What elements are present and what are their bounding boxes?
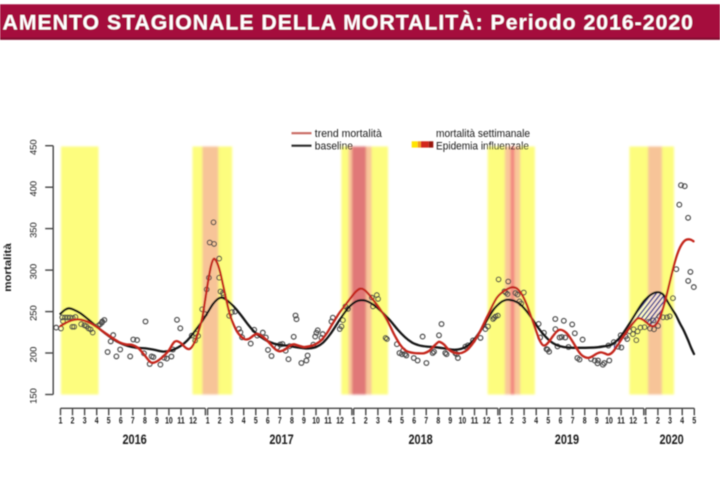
svg-text:200: 200 bbox=[28, 347, 39, 363]
svg-text:4: 4 bbox=[680, 416, 684, 426]
svg-text:11: 11 bbox=[177, 416, 185, 426]
svg-text:450: 450 bbox=[28, 139, 39, 155]
svg-text:AMENTO STAGIONALE DELLA MORTAL: AMENTO STAGIONALE DELLA MORTALITÀ: Perio… bbox=[3, 9, 694, 34]
svg-text:5: 5 bbox=[692, 416, 696, 426]
svg-text:trend mortalità: trend mortalità bbox=[315, 128, 383, 140]
svg-text:7: 7 bbox=[278, 416, 282, 426]
svg-text:12: 12 bbox=[629, 416, 637, 426]
svg-text:1: 1 bbox=[59, 416, 63, 426]
svg-text:1: 1 bbox=[644, 416, 648, 426]
svg-text:10: 10 bbox=[459, 416, 467, 426]
svg-text:mortalità settimanale: mortalità settimanale bbox=[436, 128, 530, 140]
svg-text:1: 1 bbox=[498, 416, 502, 426]
svg-text:8: 8 bbox=[143, 416, 147, 426]
svg-text:5: 5 bbox=[546, 416, 550, 426]
svg-text:2017: 2017 bbox=[269, 432, 293, 447]
svg-text:8: 8 bbox=[290, 416, 294, 426]
svg-text:4: 4 bbox=[534, 416, 538, 426]
svg-text:300: 300 bbox=[28, 264, 39, 280]
svg-text:5: 5 bbox=[107, 416, 111, 426]
svg-text:8: 8 bbox=[583, 416, 587, 426]
svg-text:6: 6 bbox=[412, 416, 416, 426]
svg-text:4: 4 bbox=[388, 416, 392, 426]
svg-text:400: 400 bbox=[28, 181, 39, 197]
svg-text:11: 11 bbox=[471, 416, 479, 426]
svg-text:10: 10 bbox=[165, 416, 173, 426]
svg-text:mortalità: mortalità bbox=[2, 243, 14, 292]
svg-text:250: 250 bbox=[28, 305, 39, 321]
svg-text:4: 4 bbox=[242, 416, 246, 426]
svg-text:baseline: baseline bbox=[315, 141, 353, 153]
svg-text:8: 8 bbox=[436, 416, 440, 426]
svg-text:2020: 2020 bbox=[659, 432, 683, 447]
svg-text:12: 12 bbox=[483, 416, 491, 426]
svg-text:5: 5 bbox=[254, 416, 258, 426]
svg-text:7: 7 bbox=[424, 416, 428, 426]
svg-text:2: 2 bbox=[510, 416, 514, 426]
svg-text:150: 150 bbox=[28, 388, 39, 404]
svg-text:6: 6 bbox=[119, 416, 123, 426]
svg-text:9: 9 bbox=[595, 416, 599, 426]
svg-text:6: 6 bbox=[559, 416, 563, 426]
svg-text:11: 11 bbox=[324, 416, 332, 426]
svg-text:9: 9 bbox=[302, 416, 306, 426]
svg-text:350: 350 bbox=[28, 222, 39, 238]
svg-text:2016: 2016 bbox=[122, 432, 146, 447]
svg-text:2018: 2018 bbox=[408, 432, 433, 447]
svg-text:10: 10 bbox=[312, 416, 320, 426]
svg-text:7: 7 bbox=[131, 416, 135, 426]
svg-text:4: 4 bbox=[95, 416, 99, 426]
svg-text:2: 2 bbox=[364, 416, 368, 426]
svg-text:2: 2 bbox=[71, 416, 75, 426]
svg-text:3: 3 bbox=[522, 416, 526, 426]
svg-text:3: 3 bbox=[376, 416, 380, 426]
svg-text:2: 2 bbox=[218, 416, 222, 426]
svg-text:1: 1 bbox=[352, 416, 356, 426]
svg-text:1: 1 bbox=[206, 416, 210, 426]
svg-text:3: 3 bbox=[230, 416, 234, 426]
svg-text:2019: 2019 bbox=[555, 432, 579, 447]
svg-text:6: 6 bbox=[266, 416, 270, 426]
svg-text:7: 7 bbox=[571, 416, 575, 426]
svg-text:5: 5 bbox=[400, 416, 404, 426]
svg-text:9: 9 bbox=[448, 416, 452, 426]
svg-text:10: 10 bbox=[605, 416, 613, 426]
svg-text:3: 3 bbox=[83, 416, 87, 426]
svg-text:11: 11 bbox=[617, 416, 625, 426]
svg-text:Epidemia influenzale: Epidemia influenzale bbox=[436, 141, 529, 153]
svg-text:12: 12 bbox=[336, 416, 344, 426]
svg-text:9: 9 bbox=[155, 416, 159, 426]
svg-text:3: 3 bbox=[668, 416, 672, 426]
svg-text:2: 2 bbox=[656, 416, 660, 426]
svg-text:12: 12 bbox=[189, 416, 197, 426]
